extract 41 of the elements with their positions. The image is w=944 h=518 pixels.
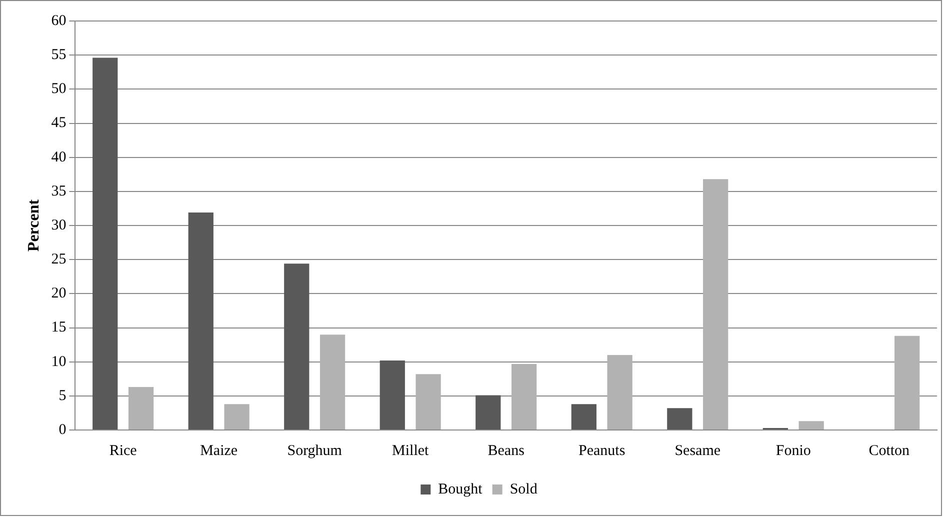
- y-tick-label: 60: [51, 12, 66, 29]
- bar: [128, 387, 154, 430]
- y-tick-label: 40: [51, 149, 66, 166]
- x-tick-label: Sesame: [674, 442, 721, 459]
- y-tick-label: 0: [58, 422, 66, 438]
- legend-label: Sold: [510, 481, 538, 498]
- bar: [894, 336, 920, 430]
- y-tick-label: 5: [58, 388, 66, 404]
- bar: [571, 404, 596, 430]
- y-tick-label: 25: [51, 252, 66, 268]
- x-tick-label: Beans: [488, 442, 525, 459]
- y-tick-label: 20: [51, 286, 66, 302]
- x-tick-label: Cotton: [868, 442, 910, 459]
- bar: [511, 364, 537, 430]
- bar: [320, 334, 346, 430]
- bar: [224, 404, 250, 430]
- bar: [188, 212, 214, 430]
- bar: [380, 360, 405, 430]
- bar: [667, 408, 692, 430]
- y-tick-label: 30: [51, 217, 66, 234]
- y-tick-label: 55: [51, 47, 66, 64]
- bar: [92, 58, 118, 430]
- x-tick-label: Millet: [392, 442, 430, 459]
- y-tick-label: 45: [51, 115, 66, 132]
- bar: [476, 395, 501, 430]
- x-tick-label: Fonio: [776, 442, 811, 459]
- y-axis-title: Percent: [26, 198, 43, 252]
- y-tick-label: 15: [51, 320, 66, 336]
- x-tick-label: Rice: [109, 442, 138, 459]
- y-tick-label: 35: [51, 183, 66, 200]
- x-tick-label: Peanuts: [578, 442, 626, 459]
- y-tick-label: 50: [51, 81, 66, 98]
- x-tick-label: Maize: [200, 442, 238, 459]
- bar: [798, 421, 824, 430]
- bar: [607, 355, 632, 430]
- legend-label: Bought: [438, 481, 484, 498]
- bar: [703, 179, 728, 430]
- bar: [416, 374, 441, 430]
- bar: [284, 264, 310, 430]
- y-tick-label: 10: [51, 354, 66, 370]
- x-tick-label: Sorghum: [287, 442, 342, 459]
